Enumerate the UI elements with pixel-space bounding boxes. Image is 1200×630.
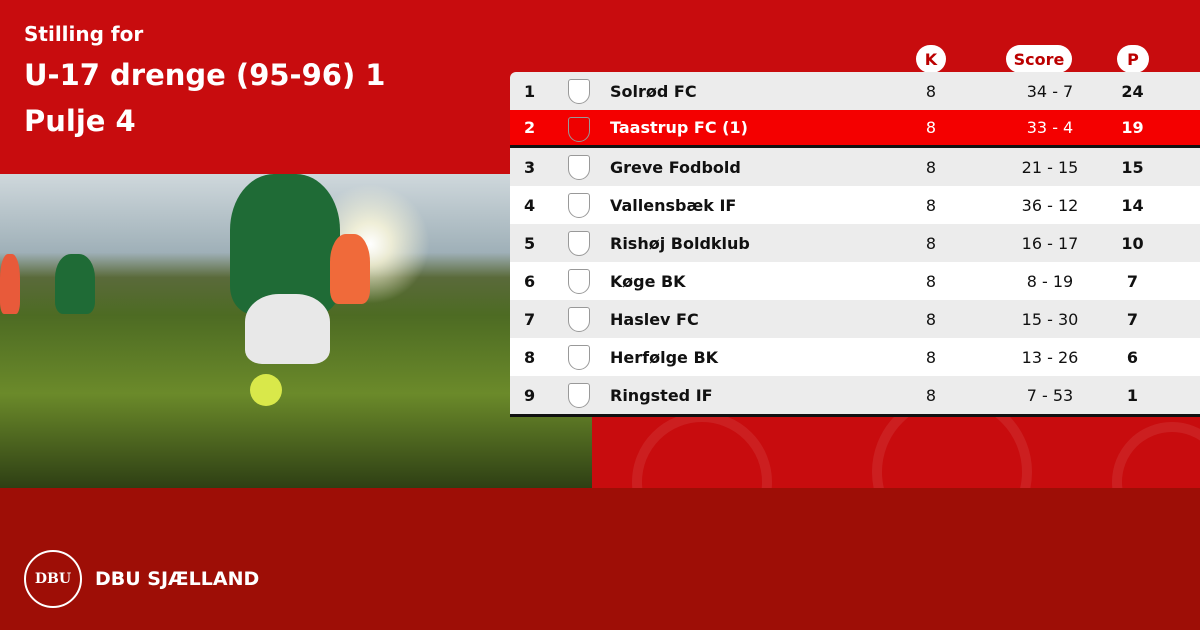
matches-played: 8 [925,347,937,367]
logo-watermark [592,412,1200,488]
matches-played: 8 [925,118,937,137]
matches-played: 8 [925,385,937,405]
position: 1 [524,81,536,101]
matches-played: 8 [925,233,937,253]
page-title: U-17 drenge (95-96) 1 [24,58,386,92]
subtitle: Stilling for [24,22,144,46]
goal-score: 34 - 7 [1026,81,1074,101]
club-crest-icon [568,117,590,142]
player-figure [0,254,20,314]
points: 6 [1126,347,1139,367]
points: 15 [1121,157,1144,177]
brand-name: DBU SJÆLLAND [95,568,260,590]
footer-background [0,488,1200,630]
standings-table: 1 Solrød FC 8 34 - 7 24 2 Taastrup FC (1)… [510,72,1200,417]
club-crest-icon [568,345,590,370]
logo-text: DBU [34,571,72,587]
team-name: Haslev FC [610,309,699,329]
goal-score: 8 - 19 [1026,271,1074,291]
position: 5 [524,233,536,253]
goal-score: 7 - 53 [1026,385,1074,405]
pool-title: Pulje 4 [24,104,136,138]
table-row[interactable]: 2 Taastrup FC (1) 8 33 - 4 19 [510,110,1200,148]
position: 2 [524,118,536,137]
goal-score: 21 - 15 [1021,157,1079,177]
table-row[interactable]: 9 Ringsted IF 8 7 - 53 1 [510,376,1200,414]
points: 7 [1126,271,1139,291]
team-name: Vallensbæk IF [610,195,737,215]
table-row[interactable]: 3 Greve Fodbold 8 21 - 15 15 [510,148,1200,186]
column-header-p: P [1117,45,1149,73]
points: 10 [1121,233,1144,253]
position: 4 [524,195,536,215]
table-row[interactable]: 7 Haslev FC 8 15 - 30 7 [510,300,1200,338]
matches-played: 8 [925,81,937,101]
goal-score: 36 - 12 [1021,195,1079,215]
dbu-logo: DBU [24,550,82,608]
team-name: Taastrup FC (1) [610,118,748,137]
team-name: Rishøj Boldklub [610,233,750,253]
player-figure [230,174,340,314]
position: 8 [524,347,536,367]
table-row[interactable]: 4 Vallensbæk IF 8 36 - 12 14 [510,186,1200,224]
points: 24 [1121,81,1144,101]
position: 7 [524,309,536,329]
position: 9 [524,385,536,405]
points: 7 [1126,309,1139,329]
team-name: Herfølge BK [610,347,719,367]
goal-score: 15 - 30 [1021,309,1079,329]
column-header-k: K [916,45,946,73]
club-crest-icon [568,231,590,256]
matches-played: 8 [925,309,937,329]
points: 1 [1126,385,1139,405]
club-crest-icon [568,307,590,332]
position: 6 [524,271,536,291]
club-crest-icon [568,79,590,104]
team-name: Køge BK [610,271,686,291]
column-header-score: Score [1006,45,1072,73]
matches-played: 8 [925,195,937,215]
player-figure [330,234,370,304]
goal-score: 16 - 17 [1021,233,1079,253]
position: 3 [524,157,536,177]
points: 19 [1121,118,1144,137]
football-photo [0,174,592,488]
team-name: Greve Fodbold [610,157,741,177]
matches-played: 8 [925,271,937,291]
table-row[interactable]: 5 Rishøj Boldklub 8 16 - 17 10 [510,224,1200,262]
points: 14 [1121,195,1144,215]
club-crest-icon [568,383,590,408]
table-row[interactable]: 8 Herfølge BK 8 13 - 26 6 [510,338,1200,376]
club-crest-icon [568,155,590,180]
table-row[interactable]: 6 Køge BK 8 8 - 19 7 [510,262,1200,300]
goal-score: 33 - 4 [1026,118,1074,137]
ball [250,374,282,406]
player-figure [55,254,95,314]
team-name: Solrød FC [610,81,697,101]
club-crest-icon [568,193,590,218]
matches-played: 8 [925,157,937,177]
team-name: Ringsted IF [610,385,713,405]
club-crest-icon [568,269,590,294]
goal-score: 13 - 26 [1021,347,1079,367]
player-figure [245,294,330,364]
table-row[interactable]: 1 Solrød FC 8 34 - 7 24 [510,72,1200,110]
